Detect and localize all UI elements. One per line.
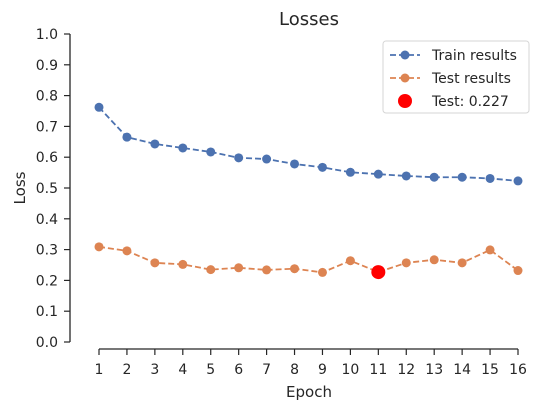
y-tick-label: 0.3: [36, 243, 58, 259]
legend-label: Train results: [431, 48, 517, 64]
series-2-point: [429, 255, 439, 265]
series-1-point: [317, 162, 327, 172]
series-2-point: [345, 256, 355, 266]
y-tick-label: 1.0: [36, 27, 58, 43]
y-tick-label: 0.7: [36, 119, 58, 135]
x-tick-label: 10: [341, 362, 359, 378]
series-2-point: [94, 242, 104, 252]
x-tick-label: 2: [122, 362, 131, 378]
x-tick-label: 11: [369, 362, 387, 378]
legend-marker: [400, 50, 410, 60]
series-1-point: [513, 176, 523, 186]
legend-label: Test: 0.227: [431, 94, 509, 110]
x-tick-label: 15: [481, 362, 499, 378]
legend-marker: [398, 94, 412, 108]
x-tick-label: 3: [150, 362, 159, 378]
x-ticks: 1 2 3 4 5 6 7 8 9 10 11 12 13 14 15 16: [95, 349, 527, 378]
series-1-point: [94, 102, 104, 112]
series-1-point: [262, 154, 272, 164]
series-2-point: [122, 246, 132, 256]
series-1-point: [150, 139, 160, 149]
legend-marker: [400, 73, 410, 83]
series-1-point: [178, 143, 188, 153]
series-line-2: [98, 245, 519, 274]
y-ticks: 0.0 0.1 0.2 0.3 0.4 0.5 0.6 0.7 0.8 0.9 1.0: [36, 27, 70, 351]
x-tick-label: 9: [318, 362, 327, 378]
series-2-point: [485, 245, 495, 255]
legend-frame: [382, 40, 530, 114]
series-1-point: [345, 167, 355, 177]
series-2-point: [206, 265, 216, 275]
series-1-point: [457, 172, 467, 182]
series-layer: [94, 102, 523, 277]
y-axis-title: Loss: [11, 171, 29, 204]
series-2-point: [401, 258, 411, 268]
series-1-point: [234, 153, 244, 163]
x-tick-label: 7: [262, 362, 271, 378]
series-2-point: [513, 266, 523, 276]
legend-label: Test results: [431, 71, 511, 87]
series-2-point: [178, 259, 188, 269]
series-1-point: [429, 172, 439, 182]
x-tick-label: 4: [178, 362, 187, 378]
chart-title: Losses: [279, 9, 339, 30]
y-tick-label: 0.2: [36, 273, 58, 289]
series-1-point: [122, 132, 132, 142]
x-tick-label: 16: [509, 362, 527, 378]
y-tick-label: 0.4: [36, 212, 58, 228]
x-tick-label: 12: [397, 362, 415, 378]
y-tick-label: 0.8: [36, 89, 58, 105]
x-axis-title: Epoch: [286, 383, 332, 401]
x-tick-label: 5: [206, 362, 215, 378]
series-2-point: [150, 258, 160, 268]
y-tick-label: 0.9: [36, 58, 58, 74]
series-2-point: [234, 263, 244, 273]
x-tick-label: 13: [425, 362, 443, 378]
y-tick-label: 0.6: [36, 150, 58, 166]
y-tick-label: 0.1: [36, 304, 58, 320]
series-1-point: [373, 169, 383, 179]
highlight-point: [371, 265, 386, 280]
series-1-point: [485, 173, 495, 183]
x-tick-label: 6: [234, 362, 243, 378]
x-tick-label: 14: [453, 362, 471, 378]
legend: Train results Test results Test: 0.227: [382, 40, 530, 114]
x-tick-label: 1: [95, 362, 104, 378]
series-1-point: [290, 159, 300, 169]
highlight-layer: [371, 265, 386, 280]
series-2-point: [457, 258, 467, 268]
series-2-point: [317, 267, 327, 277]
x-tick-label: 8: [290, 362, 299, 378]
y-tick-label: 0.0: [36, 335, 58, 351]
series-2-point: [290, 264, 300, 274]
series-1-point: [206, 147, 216, 157]
series-1-point: [401, 171, 411, 181]
series-line-1: [98, 106, 519, 182]
y-tick-label: 0.5: [36, 181, 58, 197]
series-2-point: [262, 265, 272, 275]
